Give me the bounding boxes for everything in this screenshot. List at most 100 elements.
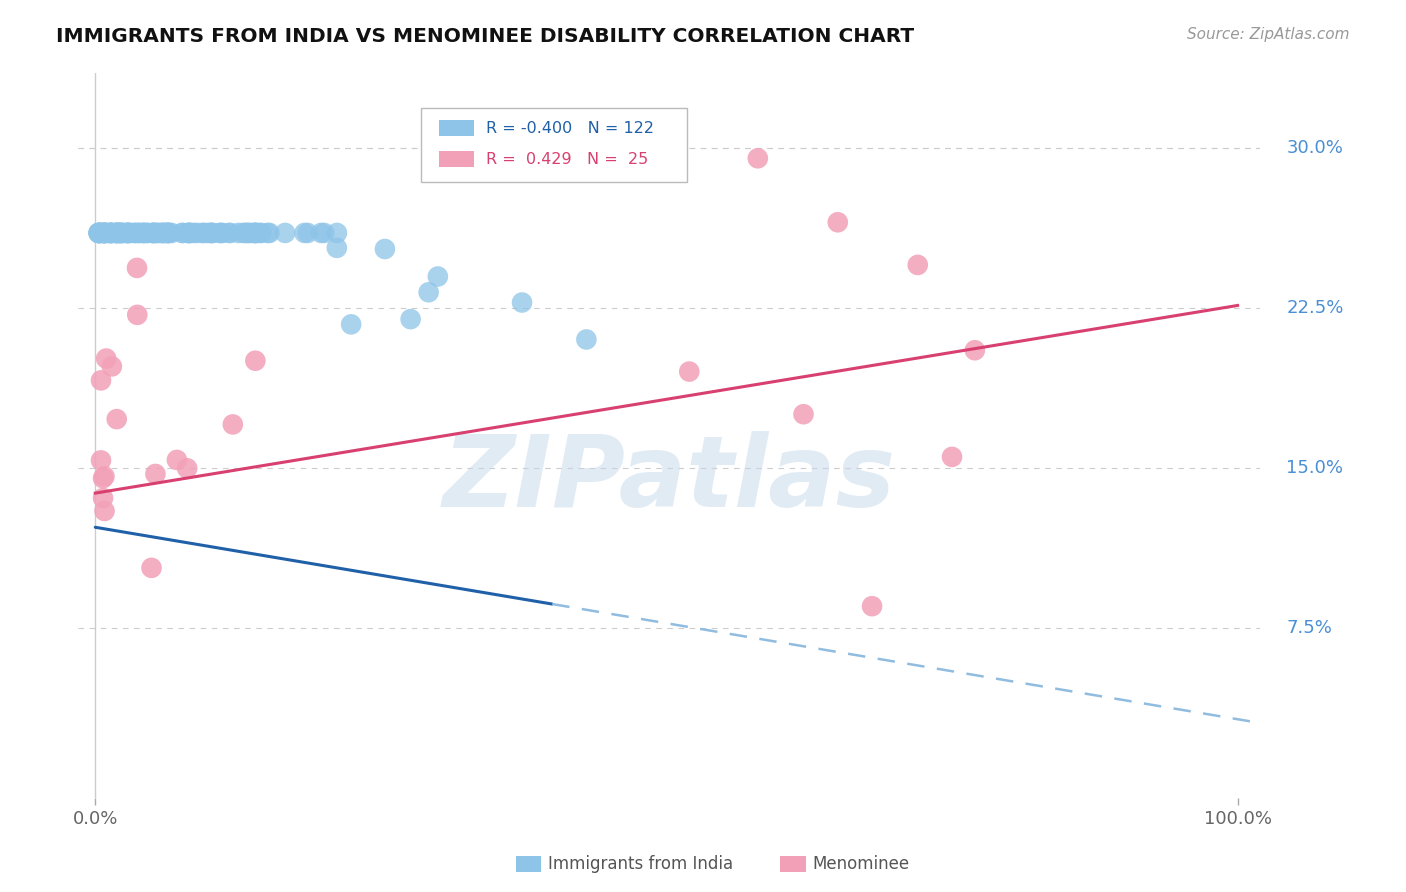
- Point: [179, 226, 201, 240]
- Point: [259, 226, 281, 240]
- Point: [209, 226, 232, 240]
- Point: [87, 226, 110, 240]
- Point: [326, 226, 349, 240]
- Text: ZIPatlas: ZIPatlas: [443, 431, 896, 527]
- Point: [156, 226, 179, 240]
- Point: [183, 226, 205, 240]
- Point: [146, 226, 169, 240]
- Point: [104, 226, 127, 240]
- Point: [200, 226, 222, 240]
- Point: [201, 226, 224, 240]
- Point: [105, 226, 128, 240]
- Point: [172, 226, 194, 240]
- Point: [93, 226, 115, 240]
- Point: [157, 226, 180, 240]
- Point: [294, 226, 316, 240]
- Point: [180, 226, 202, 240]
- Point: [166, 453, 188, 467]
- Point: [110, 226, 132, 240]
- Point: [93, 469, 115, 483]
- Point: [105, 412, 128, 426]
- Point: [105, 226, 128, 240]
- Point: [91, 471, 114, 485]
- Point: [143, 226, 166, 240]
- Point: [89, 226, 111, 240]
- Text: R =  0.429   N =  25: R = 0.429 N = 25: [486, 152, 648, 167]
- Point: [111, 226, 134, 240]
- Point: [97, 226, 120, 240]
- Point: [326, 241, 349, 255]
- Point: [134, 226, 156, 240]
- Point: [117, 226, 139, 240]
- Point: [678, 365, 700, 379]
- Point: [907, 258, 929, 272]
- Point: [399, 312, 422, 326]
- Point: [93, 504, 115, 518]
- Point: [118, 226, 141, 240]
- Point: [245, 226, 267, 240]
- Point: [177, 226, 200, 240]
- Point: [93, 226, 115, 240]
- Point: [112, 226, 135, 240]
- Point: [510, 295, 533, 310]
- Point: [208, 226, 231, 240]
- Point: [100, 226, 122, 240]
- Point: [108, 226, 131, 240]
- Point: [111, 226, 134, 240]
- Point: [117, 226, 139, 240]
- Point: [340, 318, 363, 332]
- Point: [200, 226, 222, 240]
- Point: [96, 351, 118, 366]
- Point: [250, 226, 273, 240]
- Text: 30.0%: 30.0%: [1286, 138, 1343, 157]
- FancyBboxPatch shape: [420, 108, 688, 182]
- Point: [117, 226, 139, 240]
- Point: [186, 226, 208, 240]
- Point: [157, 226, 180, 240]
- Point: [124, 226, 146, 240]
- Point: [309, 226, 332, 240]
- Text: R = -0.400   N = 122: R = -0.400 N = 122: [486, 120, 654, 136]
- Point: [107, 226, 129, 240]
- Text: Immigrants from India: Immigrants from India: [548, 855, 734, 873]
- FancyBboxPatch shape: [439, 152, 474, 168]
- Point: [136, 226, 159, 240]
- Point: [87, 226, 110, 240]
- Point: [127, 308, 149, 322]
- Point: [125, 260, 148, 275]
- Point: [121, 226, 143, 240]
- Point: [314, 226, 336, 240]
- Point: [242, 226, 264, 240]
- Point: [115, 226, 138, 240]
- Point: [129, 226, 152, 240]
- Point: [141, 226, 163, 240]
- Point: [211, 226, 233, 240]
- Point: [235, 226, 257, 240]
- Point: [98, 226, 121, 240]
- Point: [136, 226, 159, 240]
- Point: [132, 226, 155, 240]
- Point: [100, 226, 122, 240]
- Point: [94, 226, 117, 240]
- FancyBboxPatch shape: [439, 120, 474, 136]
- Point: [418, 285, 440, 300]
- Point: [274, 226, 297, 240]
- Point: [222, 417, 245, 432]
- Point: [91, 491, 114, 505]
- Point: [94, 226, 117, 240]
- Point: [105, 226, 128, 240]
- Point: [90, 373, 112, 387]
- Point: [91, 226, 114, 240]
- Point: [89, 226, 111, 240]
- Point: [827, 215, 849, 229]
- Point: [128, 226, 150, 240]
- Point: [143, 226, 166, 240]
- Point: [101, 359, 124, 374]
- Point: [93, 226, 115, 240]
- Point: [218, 226, 240, 240]
- Point: [105, 226, 128, 240]
- Point: [87, 226, 110, 240]
- Text: IMMIGRANTS FROM INDIA VS MENOMINEE DISABILITY CORRELATION CHART: IMMIGRANTS FROM INDIA VS MENOMINEE DISAB…: [56, 27, 914, 45]
- Point: [90, 453, 112, 467]
- Point: [142, 226, 165, 240]
